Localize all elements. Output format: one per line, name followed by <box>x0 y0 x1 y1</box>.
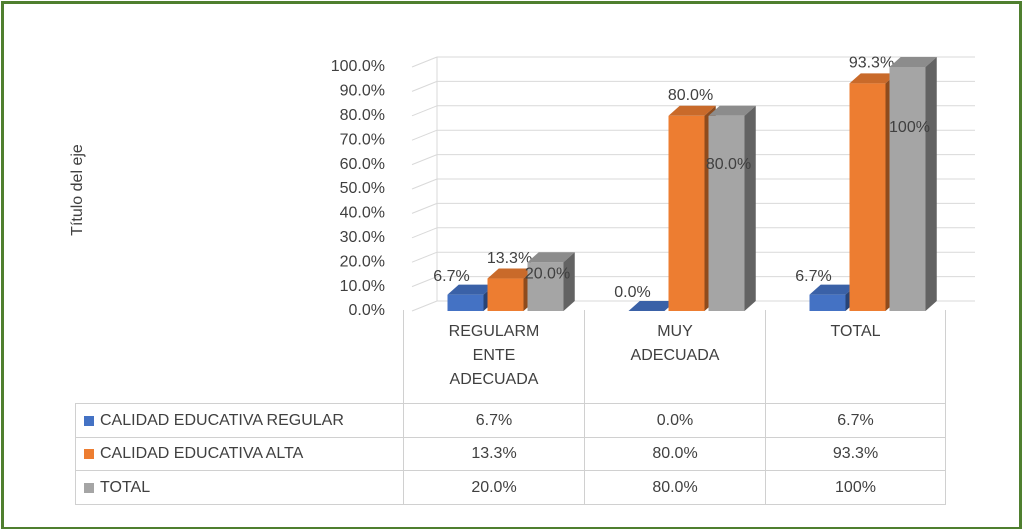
bar-front <box>708 115 745 311</box>
grid-line-side <box>411 56 438 68</box>
legend-label: CALIDAD EDUCATIVA REGULAR <box>100 411 344 429</box>
legend-label: TOTAL <box>100 478 151 496</box>
y-tick-label: 40.0% <box>340 205 385 222</box>
table-value: 93.3% <box>765 437 946 470</box>
bar-top <box>527 252 575 263</box>
y-tick-label: 60.0% <box>340 156 385 173</box>
y-tick-label: 0.0% <box>349 302 385 319</box>
grid-line-side <box>411 105 438 117</box>
x-tick-label: TOTAL <box>830 323 881 340</box>
grid-line-side <box>411 300 438 312</box>
data-label: 93.3% <box>849 55 894 72</box>
y-axis-title: Título del eje <box>69 144 86 236</box>
x-tick-label: MUY ADECUADA <box>630 323 720 364</box>
legend-cell: CALIDAD EDUCATIVA ALTA <box>75 437 403 470</box>
bar <box>527 252 575 311</box>
bar-front <box>527 262 564 311</box>
data-label: 80.0% <box>706 156 751 173</box>
bar <box>809 284 857 311</box>
y-tick-label: 90.0% <box>340 83 385 100</box>
data-label: 13.3% <box>487 250 532 267</box>
x-tick-label: REGULARMENTE ADECUADA <box>448 323 540 388</box>
grid-line-side <box>411 80 438 92</box>
data-label: 100% <box>889 119 930 136</box>
table-value: 6.7% <box>765 403 946 437</box>
legend-label: CALIDAD EDUCATIVA ALTA <box>100 445 304 462</box>
y-tick-label: 100.0% <box>331 58 385 75</box>
data-label: 6.7% <box>433 268 469 285</box>
data-label: 20.0% <box>525 266 570 283</box>
bar <box>708 105 756 311</box>
table-value: 80.0% <box>584 437 765 470</box>
bar <box>628 301 676 311</box>
y-tick-label: 10.0% <box>340 278 385 295</box>
bar-front <box>487 278 524 311</box>
bar-top <box>708 105 756 116</box>
bar <box>889 57 937 311</box>
grid-line-side <box>411 276 438 288</box>
bar-top <box>809 284 857 295</box>
y-tick-label: 70.0% <box>340 131 385 148</box>
grid-line-side <box>411 202 438 214</box>
category-header: TOTAL <box>765 310 946 403</box>
y-tick-label: 50.0% <box>340 180 385 197</box>
legend-cell: TOTAL <box>75 470 403 505</box>
category-header: REGULARMENTE ADECUADA <box>403 310 584 403</box>
legend-key <box>84 482 94 493</box>
grid-line-side <box>411 227 438 239</box>
legend-cell: CALIDAD EDUCATIVA REGULAR <box>75 403 403 437</box>
bar-front <box>889 67 926 311</box>
bar-side <box>925 57 937 311</box>
grid-line-side <box>411 154 438 166</box>
data-label: 6.7% <box>795 268 831 285</box>
grid-line-side <box>411 251 438 263</box>
bar-side <box>744 105 756 311</box>
bar-top <box>849 73 897 84</box>
grid-line-side <box>411 129 438 141</box>
legend-key <box>84 449 94 459</box>
table-value: 100% <box>765 470 946 505</box>
table-value: 80.0% <box>584 470 765 505</box>
bar-side <box>563 252 575 311</box>
bar-front <box>849 83 886 312</box>
bar-top <box>447 284 495 295</box>
bar-top <box>668 105 716 116</box>
bar-top <box>487 268 535 279</box>
bar-front <box>447 294 484 311</box>
y-tick-label: 20.0% <box>340 253 385 270</box>
data-label: 0.0% <box>614 284 650 301</box>
table-value: 6.7% <box>403 403 584 437</box>
y-tick-label: 30.0% <box>340 229 385 246</box>
data-label: 80.0% <box>668 87 713 104</box>
table-value: 13.3% <box>403 437 584 470</box>
bar-front <box>668 115 705 311</box>
bar-top <box>889 57 937 67</box>
bar-top <box>628 301 676 311</box>
y-tick-label: 80.0% <box>340 107 385 124</box>
bar-front <box>809 294 846 311</box>
legend-key <box>84 415 94 426</box>
table-value: 20.0% <box>403 470 584 505</box>
table-value: 0.0% <box>584 403 765 437</box>
category-header: MUY ADECUADA <box>584 310 765 403</box>
grid-line-side <box>411 178 438 190</box>
